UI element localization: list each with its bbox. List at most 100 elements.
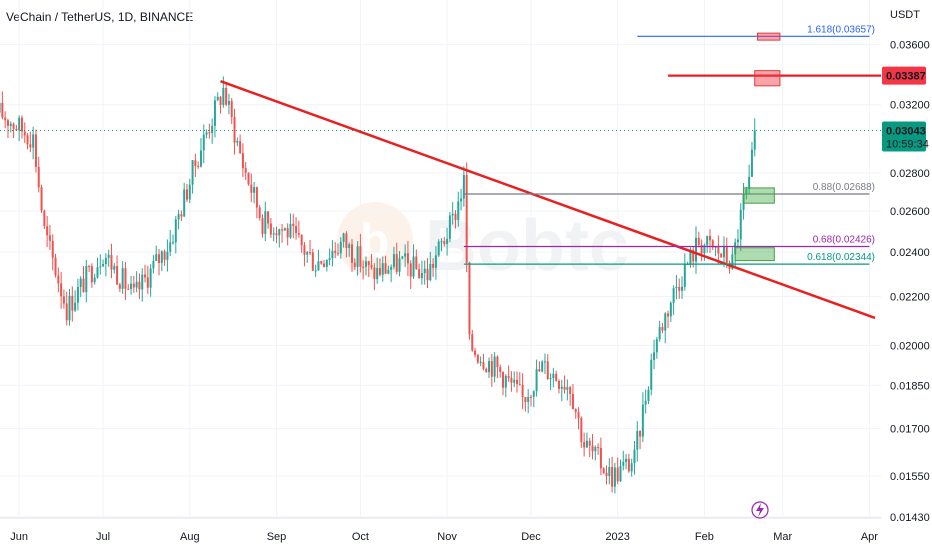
- candle-body: [720, 253, 723, 258]
- candle: [104, 253, 107, 277]
- candle: [532, 390, 535, 408]
- candle: [99, 254, 102, 275]
- candle-body: [289, 223, 292, 238]
- candle: [644, 389, 647, 414]
- candle-body: [406, 253, 409, 264]
- candle-body: [348, 244, 351, 249]
- candle: [191, 160, 194, 194]
- candle: [697, 231, 700, 248]
- candle-body: [281, 229, 284, 231]
- candle-body: [546, 361, 549, 380]
- candle: [247, 172, 250, 186]
- candle-body: [627, 458, 630, 472]
- candle: [546, 354, 549, 380]
- candle: [90, 263, 93, 288]
- candle: [636, 421, 639, 462]
- candle-body: [275, 233, 278, 236]
- candle: [12, 122, 15, 139]
- candle: [669, 301, 672, 322]
- candle-body: [516, 379, 519, 385]
- candle: [303, 242, 306, 267]
- candle: [479, 356, 482, 367]
- candle: [672, 285, 675, 316]
- candle-body: [4, 117, 7, 121]
- candle: [275, 226, 278, 244]
- candle-body: [205, 132, 208, 135]
- time-axis[interactable]: Jun Jul Aug Sep Oct Nov Dec 2023 Feb Mar Apr: [0, 517, 881, 543]
- price-axis[interactable]: USDT 0.03600 0.03200 0.02800 0.02600 0.02400 0…: [890, 9, 930, 524]
- candle-body: [725, 246, 728, 263]
- candle-body: [306, 252, 309, 255]
- fib-level-label: 0.618(0.02344): [807, 252, 875, 263]
- candle-body: [722, 246, 725, 258]
- candle-body: [708, 236, 711, 241]
- candle-body: [395, 254, 398, 272]
- candle: [225, 84, 228, 107]
- candle-body: [255, 187, 258, 208]
- time-tick-label: Aug: [180, 531, 200, 543]
- candle-body: [79, 278, 82, 287]
- candle: [373, 263, 376, 291]
- candle: [227, 93, 230, 115]
- candle: [141, 268, 144, 302]
- candle-body: [250, 184, 253, 193]
- candle: [149, 264, 152, 297]
- candle-body: [465, 175, 468, 263]
- candle: [745, 186, 748, 200]
- candle-body: [48, 235, 51, 241]
- candle-body: [731, 254, 734, 269]
- candle-body: [1, 102, 4, 118]
- candle-body: [602, 468, 605, 473]
- candle-body: [40, 187, 43, 211]
- candle: [116, 255, 119, 285]
- time-tick-label: Feb: [695, 531, 714, 543]
- candle-body: [384, 263, 387, 274]
- candle-body: [32, 134, 35, 148]
- candle-body: [183, 189, 186, 217]
- candle-body: [594, 447, 597, 452]
- candle: [583, 432, 586, 457]
- candle-body: [96, 267, 99, 278]
- candle: [289, 213, 292, 239]
- candle-body: [678, 286, 681, 291]
- candle-body: [191, 160, 194, 185]
- candle: [46, 215, 49, 248]
- candle-body: [563, 386, 566, 390]
- candle-body: [135, 281, 138, 288]
- candle-body: [529, 396, 532, 398]
- candle: [272, 227, 275, 242]
- candle: [426, 258, 429, 289]
- lightning-icon[interactable]: [751, 501, 769, 519]
- candle-body: [0, 102, 1, 113]
- candle: [706, 235, 709, 253]
- candle: [518, 372, 521, 386]
- candle-body: [381, 263, 384, 275]
- candle: [320, 260, 323, 265]
- candle: [543, 353, 546, 374]
- candle: [395, 242, 398, 275]
- candle-body: [163, 251, 166, 260]
- candle: [32, 126, 35, 160]
- candle-body: [303, 245, 306, 255]
- candle-body: [180, 214, 183, 217]
- candle-body: [325, 259, 328, 267]
- candle: [434, 246, 437, 280]
- candle-body: [555, 373, 558, 381]
- candle: [188, 178, 191, 204]
- candle-body: [420, 273, 423, 279]
- candle-body: [745, 189, 748, 194]
- candle: [71, 286, 74, 322]
- candle-body: [194, 160, 197, 167]
- candle: [695, 226, 698, 274]
- candle-body: [443, 241, 446, 244]
- drawings[interactable]: 1.618(0.03657) 0.88(0.02688) 0.68(0.02426)…: [0, 24, 881, 320]
- candle-body: [269, 223, 272, 235]
- candle: [714, 246, 717, 257]
- candle: [54, 253, 57, 278]
- candle-body: [18, 117, 21, 131]
- candle: [4, 111, 7, 129]
- candle: [541, 360, 544, 373]
- candle: [62, 289, 65, 309]
- candle-body: [213, 100, 216, 126]
